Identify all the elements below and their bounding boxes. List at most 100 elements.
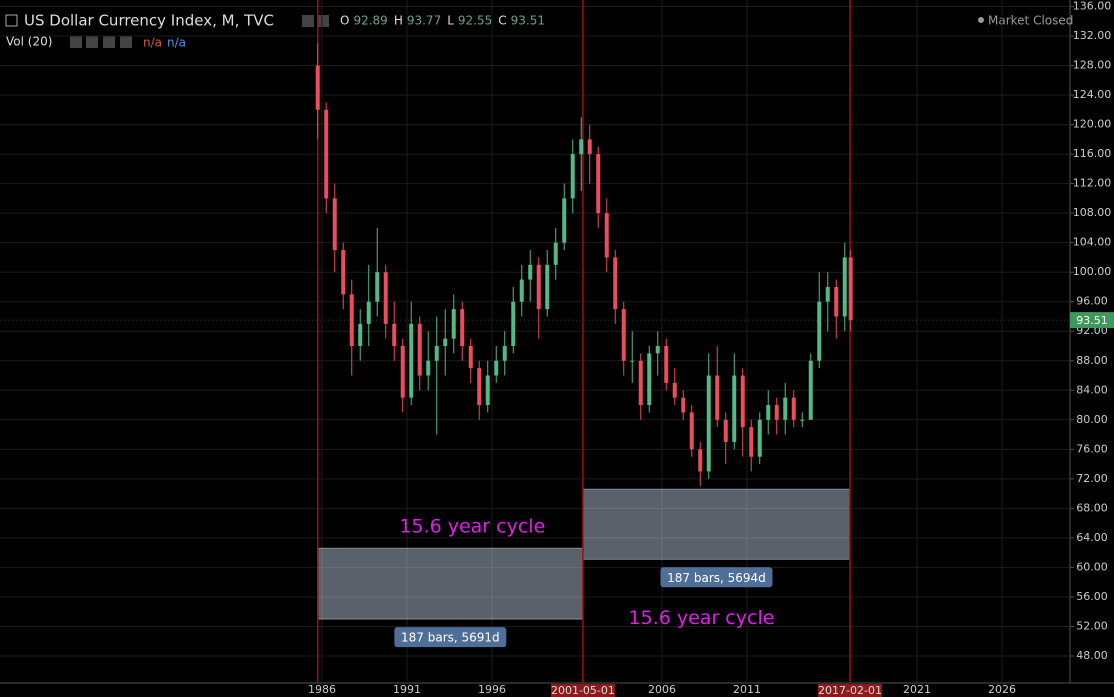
candle-body [553,242,558,265]
ohlc-value: 93.77 [407,14,441,28]
candle-body [732,375,737,442]
x-tick-label: 1986 [308,683,336,696]
icon[interactable] [120,36,132,48]
candle-body [749,427,754,457]
icon[interactable] [103,36,115,48]
y-tick-label: 96.00 [1076,295,1108,308]
candle-body [715,375,720,420]
y-tick-label: 76.00 [1076,442,1108,455]
candle-body [434,346,439,361]
ohlc-key: H [394,14,403,28]
y-tick-label: 120.00 [1073,118,1112,131]
y-tick-label: 48.00 [1076,649,1108,662]
candle-body [723,419,728,442]
candle-body [545,264,550,310]
range-label: 187 bars, 5691d [401,631,500,645]
y-tick-label: 124.00 [1073,88,1112,101]
candle-body [630,360,635,362]
candle-body [536,264,541,310]
y-tick-label: 56.00 [1076,590,1108,603]
candle-body [570,154,575,199]
candle-body [791,397,796,420]
candle-body [366,301,371,324]
ohlc-key: L [447,14,454,28]
x-tick-label: 2026 [988,683,1016,696]
icon[interactable] [70,36,82,48]
x-tick-label: 2021 [903,683,931,696]
y-tick-label: 108.00 [1073,206,1112,219]
date-label: 2017-02-01 [818,684,882,697]
candle-body [774,405,779,420]
candle-body [672,382,677,398]
candle-body [332,198,337,251]
candle-body [519,279,524,302]
ohlc-key: C [498,14,506,28]
cycle-annotation: 15.6 year cycle [399,516,545,538]
y-tick-label: 100.00 [1073,265,1112,278]
candle-body [655,346,660,354]
candle-body [443,338,448,347]
icon[interactable] [86,36,98,48]
candle-body [417,323,422,376]
x-tick-label: 1991 [393,683,421,696]
y-tick-label: 72.00 [1076,472,1108,485]
indicator-name[interactable]: Vol (20) [6,35,52,49]
y-tick-label: 84.00 [1076,383,1108,396]
candle-body [817,301,822,361]
cycle-annotation: 15.6 year cycle [629,607,775,629]
candle-body [426,360,431,376]
candle-body [468,346,473,369]
date-price-range [317,547,584,620]
ohlc-value: 92.55 [458,14,492,28]
y-tick-label: 60.00 [1076,560,1108,573]
y-tick-label: 80.00 [1076,413,1108,426]
y-tick-label: 132.00 [1073,29,1112,42]
range-label: 187 bars, 5694d [667,571,766,585]
candle-body [409,323,414,398]
candle-body [689,412,694,450]
candle-body [494,360,499,376]
candle-body [579,139,584,155]
candle-body [706,375,711,472]
candle-body [757,419,762,457]
icon[interactable] [317,15,329,27]
candle-body [375,272,380,302]
date-price-range [582,488,851,560]
ohlc-value: 92.89 [353,14,387,28]
candle-body [477,368,482,406]
collapse-icon[interactable] [5,14,18,27]
x-tick-label: 2011 [733,683,761,696]
indicator-value: n/a [143,36,162,50]
status-dot [978,17,984,23]
ohlc-value: 93.51 [511,14,545,28]
icon[interactable] [302,15,314,27]
candle-body [638,360,643,406]
y-tick-label: 136.00 [1073,0,1112,12]
candle-body [681,397,686,413]
candle-body [825,286,830,302]
date-label-bg [818,684,883,697]
candle-body [613,257,618,310]
candle-body [808,360,813,420]
candle-body [783,397,788,420]
symbol-title[interactable]: US Dollar Currency Index, M, TVC [24,12,274,30]
candle-body [834,286,839,317]
candle-body [324,109,329,199]
candle-body [349,294,354,347]
candle-body [315,65,320,110]
candle-body [848,257,853,321]
y-tick-label: 68.00 [1076,501,1108,514]
last-price-label: 93.51 [1076,314,1108,327]
x-tick-label: 1996 [478,683,506,696]
candle-body [502,346,507,361]
y-tick-label: 116.00 [1073,147,1112,160]
candle-body [596,154,601,214]
candle-body [587,139,592,155]
x-tick-label: 2006 [648,683,676,696]
range-label-bg [394,627,507,648]
candle-body [664,346,669,383]
candle-body [451,309,456,339]
